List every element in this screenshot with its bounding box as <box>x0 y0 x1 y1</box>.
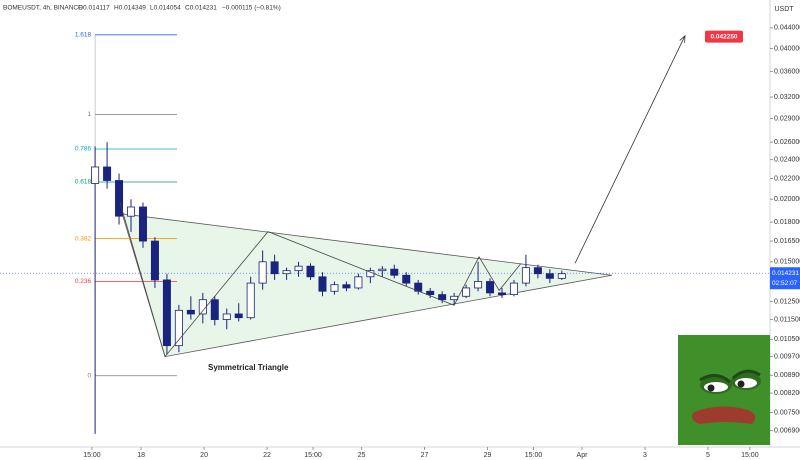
y-tick-label: 0.011500 <box>774 316 800 323</box>
target-label: 0.042250 <box>710 33 737 40</box>
candle-body <box>450 295 459 301</box>
candle-body <box>462 287 471 297</box>
candle-body <box>234 313 243 319</box>
candle-body <box>306 265 315 278</box>
fib-level-label: 0 <box>87 373 91 380</box>
candle-body <box>318 276 327 292</box>
candle-body <box>294 265 303 272</box>
ohlc-high: H0.014349 <box>114 5 146 12</box>
countdown: 02:52:07 <box>772 280 798 287</box>
candle-body <box>342 284 351 289</box>
candle-body <box>521 267 530 284</box>
candle-body <box>222 313 231 320</box>
candle-body <box>198 299 207 315</box>
symbol: BOMEUSDT, 4h, BINANCE <box>3 5 83 12</box>
ohlc-low: L0.014054 <box>150 5 181 12</box>
candle-body <box>354 276 363 289</box>
x-tick-label: 3 <box>643 452 647 459</box>
x-tick-label: 15:00 <box>525 452 543 459</box>
candle-body <box>545 273 554 279</box>
x-tick-label: Apr <box>577 452 589 459</box>
target-label-box <box>705 30 743 43</box>
x-tick-label: 29 <box>484 452 492 459</box>
x-tick-label: 15:00 <box>304 452 322 459</box>
candle-body <box>127 206 136 217</box>
candle-body <box>246 282 255 319</box>
candle-body <box>174 309 183 347</box>
candle-body <box>474 281 483 289</box>
last-price-label: 0.014231 <box>772 270 799 277</box>
x-tick-label: 18 <box>137 452 145 459</box>
candle-body <box>438 294 447 301</box>
x-tick-label: 25 <box>358 452 366 459</box>
candle-body <box>378 268 387 272</box>
arrow-head <box>679 34 686 43</box>
annotation: Symmetrical Triangle <box>208 363 289 372</box>
candle-body <box>282 270 291 275</box>
symmetrical-triangle <box>121 213 612 358</box>
candle-body <box>426 290 435 295</box>
candle-body <box>150 240 159 281</box>
fib-level-label: 1.618 <box>75 32 92 39</box>
fib-level-label: 1 <box>87 111 91 118</box>
candle-body <box>533 267 542 275</box>
ohlc-open: O0.014117 <box>78 5 110 12</box>
y-axis-label: USDT <box>774 6 794 13</box>
candle-body <box>186 309 195 315</box>
plot-area: 1.618 1 0.786 0.618 0.382 0.236 0 Symmetrical T… <box>0 32 770 434</box>
x-tick-label: 15:00 <box>83 452 101 459</box>
x-tick-label: 20 <box>200 452 208 459</box>
fib-level-label: 0.382 <box>75 235 92 242</box>
candle-body <box>103 166 112 181</box>
candle-body <box>91 166 100 184</box>
ohlc-change: −0.000115 (−0.81%) <box>222 5 281 12</box>
candle-body <box>115 180 124 217</box>
ohlc-close: C0.014231 <box>185 5 217 12</box>
last-price-box <box>770 267 800 290</box>
candle-body <box>258 261 267 284</box>
y-tick-label: 0.006900 <box>774 427 800 434</box>
x-tick-label: 15:00 <box>741 452 759 459</box>
candle-body <box>498 292 506 295</box>
fib-level-label: 0.236 <box>75 278 92 285</box>
fib-level-label: 0.786 <box>75 146 92 153</box>
x-tick-label: 22 <box>263 452 271 459</box>
candle-body <box>402 274 411 284</box>
candle-body <box>270 261 279 275</box>
candle-body <box>509 282 518 295</box>
candle-body <box>330 284 339 292</box>
candle-body <box>486 281 495 294</box>
projection-arrow <box>574 35 686 264</box>
candle-body <box>210 299 219 320</box>
x-tick-label: 5 <box>706 452 710 459</box>
zigzag-line <box>119 202 522 358</box>
candle-body <box>557 273 566 279</box>
candle-body <box>162 279 171 347</box>
pepe-image <box>678 335 770 445</box>
x-tick-label: 27 <box>421 452 429 459</box>
candle-body <box>390 268 399 276</box>
candle-body <box>138 206 147 242</box>
fib-level-label: 0.618 <box>75 179 92 186</box>
